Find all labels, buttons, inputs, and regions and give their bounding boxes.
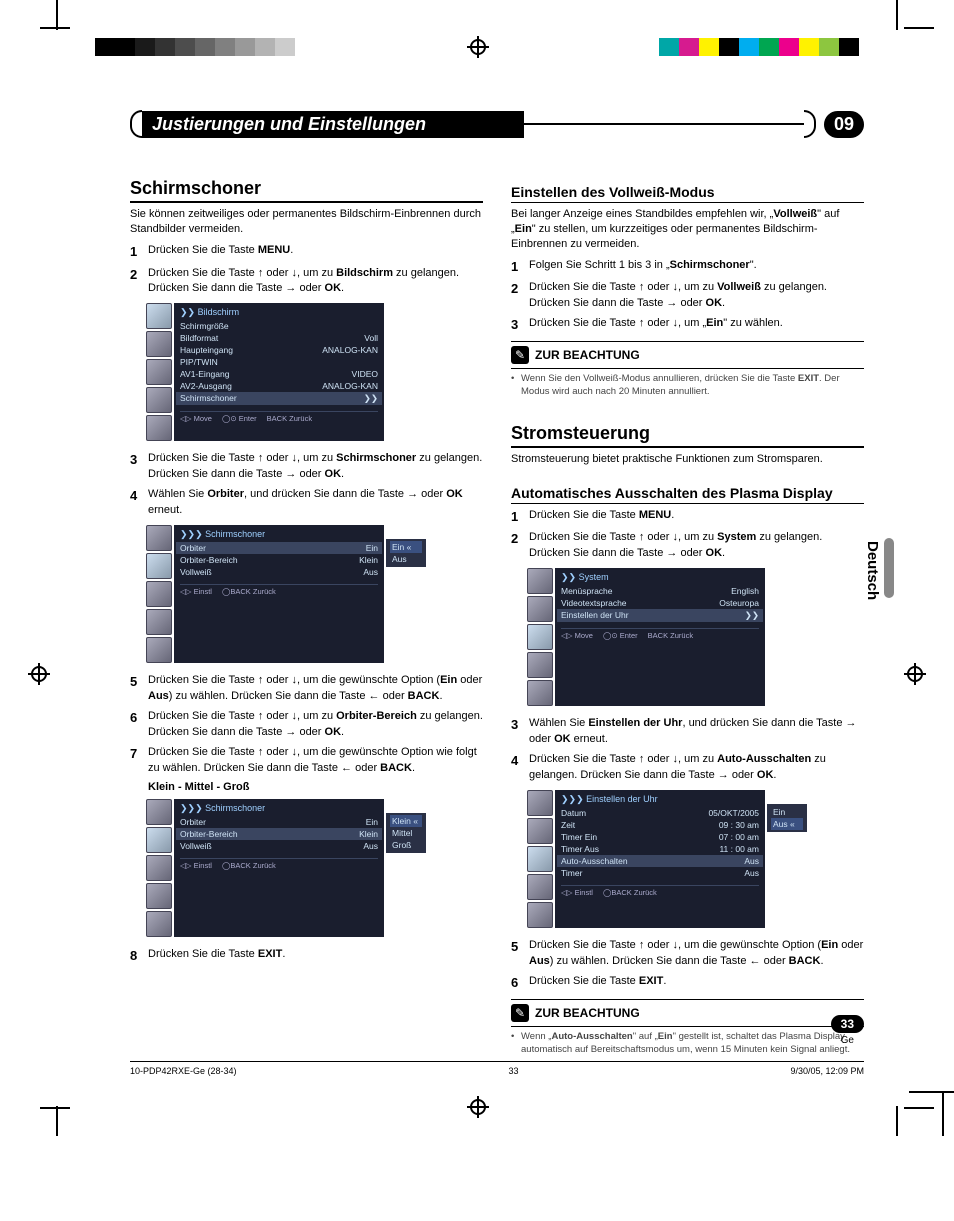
aa-step-6: Drücken Sie die Taste EXIT. [529,974,864,993]
note-icon: ✎ [511,1004,529,1022]
note-1-text: Wenn Sie den Vollweiß-Modus annullieren,… [511,373,864,399]
schirmschoner-intro: Sie können zeitweiliges oder permanentes… [130,207,483,237]
step-7-options: Klein - Mittel - Groß [148,781,483,793]
vw-step-1: Folgen Sie Schritt 1 bis 3 in „Schirmsch… [529,258,864,277]
osd-system: ❯❯ SystemMenüspracheEnglishVideotextspra… [527,568,864,706]
step-3: Drücken Sie die Taste ↑ oder ↓, um zu Sc… [148,451,483,483]
step-7: Drücken Sie die Taste ↑ oder ↓, um die g… [148,745,483,777]
vw-step-3: Drücken Sie die Taste ↑ oder ↓, um „Ein"… [529,316,864,335]
section-stromsteuerung: Stromsteuerung [511,423,864,448]
step-1: Drücken Sie die Taste MENU. [148,243,483,262]
registration-target-top [467,36,489,58]
subsection-auto-ausschalten: Automatisches Ausschalten des Plasma Dis… [511,485,864,504]
step-5: Drücken Sie die Taste ↑ oder ↓, um die g… [148,673,483,705]
left-column: Schirmschoner Sie können zeitweiliges od… [130,178,483,1056]
color-bar [659,38,859,56]
chapter-header: Justierungen und Einstellungen 09 [130,110,864,138]
step-4: Wählen Sie Orbiter, und drücken Sie dann… [148,487,483,519]
aa-step-4: Drücken Sie die Taste ↑ oder ↓, um zu Au… [529,752,864,784]
subsection-vollweiss: Einstellen des Vollweiß-Modus [511,184,864,203]
chapter-title: Justierungen und Einstellungen [142,111,524,138]
step-2: Drücken Sie die Taste ↑ oder ↓, um zu Bi… [148,266,483,298]
bottom-print-marks [0,1086,954,1136]
top-print-marks [0,0,954,70]
osd-einstellen-uhr: ❯❯❯ Einstellen der UhrDatum05/OKT/2005Ze… [527,790,864,928]
osd-schirmschoner-1: ❯❯❯ SchirmschonerOrbiterEinOrbiter-Berei… [146,525,483,663]
osd-bildschirm: ❯❯ BildschirmSchirmgrößeBildformatVollHa… [146,303,483,441]
aa-step-5: Drücken Sie die Taste ↑ oder ↓, um die g… [529,938,864,970]
section-schirmschoner: Schirmschoner [130,178,483,203]
grayscale-bar [95,38,295,56]
osd-schirmschoner-2: ❯❯❯ SchirmschonerOrbiterEinOrbiter-Berei… [146,799,483,937]
vollweiss-intro: Bei langer Anzeige eines Standbildes emp… [511,207,864,252]
note-header-2: ✎ ZUR BEACHTUNG [511,999,864,1027]
note-header-1: ✎ ZUR BEACHTUNG [511,341,864,369]
step-8: Drücken Sie die Taste EXIT. [148,947,483,966]
registration-target-bottom [467,1096,489,1118]
note-icon: ✎ [511,346,529,364]
aa-step-3: Wählen Sie Einstellen der Uhr, und drück… [529,716,864,748]
vw-step-2: Drücken Sie die Taste ↑ oder ↓, um zu Vo… [529,280,864,312]
aa-step-2: Drücken Sie die Taste ↑ oder ↓, um zu Sy… [529,530,864,562]
chapter-number: 09 [824,111,864,138]
step-6: Drücken Sie die Taste ↑ oder ↓, um zu Or… [148,709,483,741]
page-number: 33 Ge [831,1015,864,1046]
aa-step-1: Drücken Sie die Taste MENU. [529,508,864,527]
stromsteuerung-intro: Stromsteuerung bietet praktische Funktio… [511,452,864,467]
note-2-text: Wenn „Auto-Ausschalten" auf „Ein" gestel… [511,1031,864,1057]
footer-info: 10-PDP42RXE-Ge (28-34) 33 9/30/05, 12:09… [130,1061,864,1076]
right-column: Einstellen des Vollweiß-Modus Bei langer… [511,178,864,1056]
language-tab: Deutsch [864,538,898,604]
